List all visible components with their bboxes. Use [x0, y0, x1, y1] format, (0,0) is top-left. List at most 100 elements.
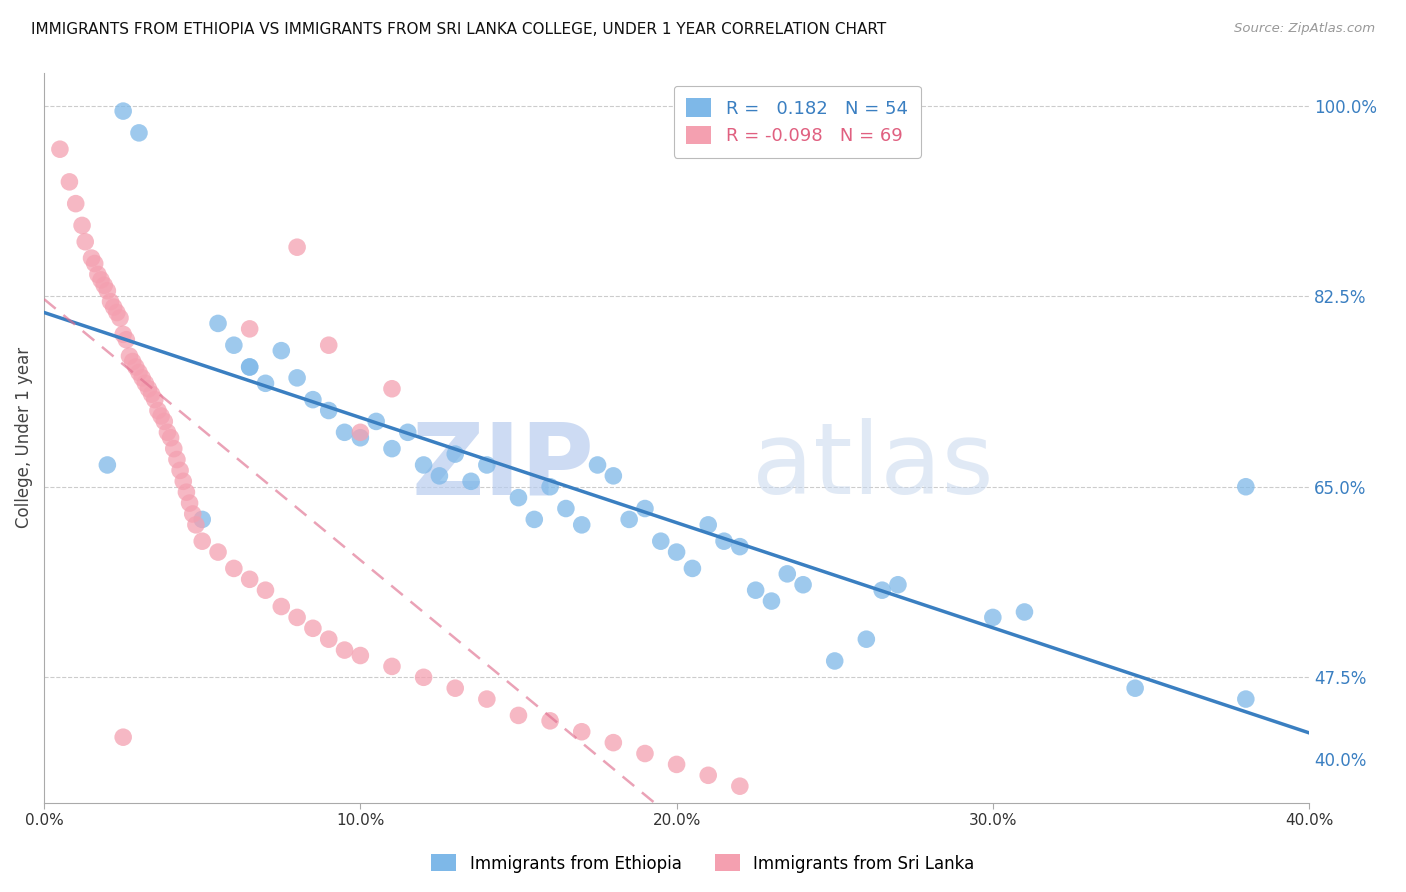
Point	[508, 708, 530, 723]
Point	[444, 447, 467, 461]
Point	[93, 278, 115, 293]
Point	[381, 382, 404, 396]
Point	[75, 235, 97, 249]
Point	[586, 458, 609, 472]
Text: ZIP: ZIP	[412, 418, 595, 516]
Text: atlas: atlas	[752, 418, 994, 516]
Point	[80, 251, 103, 265]
Point	[222, 338, 245, 352]
Point	[1361, 648, 1384, 663]
Point	[150, 409, 173, 423]
Point	[118, 349, 141, 363]
Point	[138, 382, 160, 396]
Point	[254, 583, 277, 598]
Point	[191, 512, 214, 526]
Point	[121, 354, 143, 368]
Point	[70, 219, 93, 233]
Point	[131, 371, 153, 385]
Point	[302, 392, 325, 407]
Point	[125, 359, 148, 374]
Point	[172, 475, 194, 489]
Point	[981, 610, 1004, 624]
Point	[239, 359, 262, 374]
Point	[602, 468, 624, 483]
Point	[855, 632, 877, 647]
Point	[156, 425, 179, 440]
Point	[270, 343, 292, 358]
Point	[538, 480, 561, 494]
Point	[412, 458, 434, 472]
Point	[179, 496, 201, 510]
Point	[571, 517, 593, 532]
Point	[108, 310, 131, 325]
Legend: R =   0.182   N = 54, R = -0.098   N = 69: R = 0.182 N = 54, R = -0.098 N = 69	[673, 86, 921, 158]
Point	[761, 594, 783, 608]
Point	[728, 779, 751, 793]
Point	[285, 240, 308, 254]
Point	[96, 458, 118, 472]
Point	[153, 414, 176, 428]
Point	[744, 583, 766, 598]
Point	[100, 294, 122, 309]
Point	[58, 175, 80, 189]
Point	[665, 545, 688, 559]
Point	[475, 692, 498, 706]
Point	[887, 578, 910, 592]
Point	[169, 463, 191, 477]
Point	[65, 196, 87, 211]
Point	[239, 572, 262, 586]
Point	[318, 632, 340, 647]
Point	[333, 425, 356, 440]
Point	[792, 578, 814, 592]
Point	[112, 327, 135, 342]
Point	[318, 338, 340, 352]
Point	[96, 284, 118, 298]
Point	[728, 540, 751, 554]
Point	[776, 566, 799, 581]
Point	[650, 534, 672, 549]
Point	[349, 425, 371, 440]
Point	[665, 757, 688, 772]
Legend: Immigrants from Ethiopia, Immigrants from Sri Lanka: Immigrants from Ethiopia, Immigrants fro…	[425, 847, 981, 880]
Point	[634, 747, 657, 761]
Point	[166, 452, 188, 467]
Point	[270, 599, 292, 614]
Point	[159, 431, 181, 445]
Point	[143, 392, 166, 407]
Point	[163, 442, 186, 456]
Point	[239, 322, 262, 336]
Point	[617, 512, 640, 526]
Point	[83, 256, 105, 270]
Point	[523, 512, 546, 526]
Point	[239, 359, 262, 374]
Point	[1234, 692, 1257, 706]
Point	[207, 317, 229, 331]
Point	[697, 768, 720, 782]
Point	[184, 517, 207, 532]
Point	[1123, 681, 1146, 696]
Point	[112, 730, 135, 744]
Point	[141, 387, 163, 401]
Text: IMMIGRANTS FROM ETHIOPIA VS IMMIGRANTS FROM SRI LANKA COLLEGE, UNDER 1 YEAR CORR: IMMIGRANTS FROM ETHIOPIA VS IMMIGRANTS F…	[31, 22, 886, 37]
Point	[475, 458, 498, 472]
Point	[254, 376, 277, 391]
Point	[602, 736, 624, 750]
Point	[396, 425, 419, 440]
Point	[128, 366, 150, 380]
Point	[634, 501, 657, 516]
Y-axis label: College, Under 1 year: College, Under 1 year	[15, 347, 32, 528]
Point	[103, 300, 125, 314]
Point	[134, 376, 156, 391]
Point	[571, 724, 593, 739]
Point	[870, 583, 893, 598]
Point	[90, 273, 112, 287]
Point	[146, 403, 169, 417]
Point	[302, 621, 325, 635]
Point	[112, 104, 135, 119]
Point	[697, 517, 720, 532]
Point	[1234, 480, 1257, 494]
Point	[128, 126, 150, 140]
Point	[381, 442, 404, 456]
Text: Source: ZipAtlas.com: Source: ZipAtlas.com	[1234, 22, 1375, 36]
Point	[554, 501, 576, 516]
